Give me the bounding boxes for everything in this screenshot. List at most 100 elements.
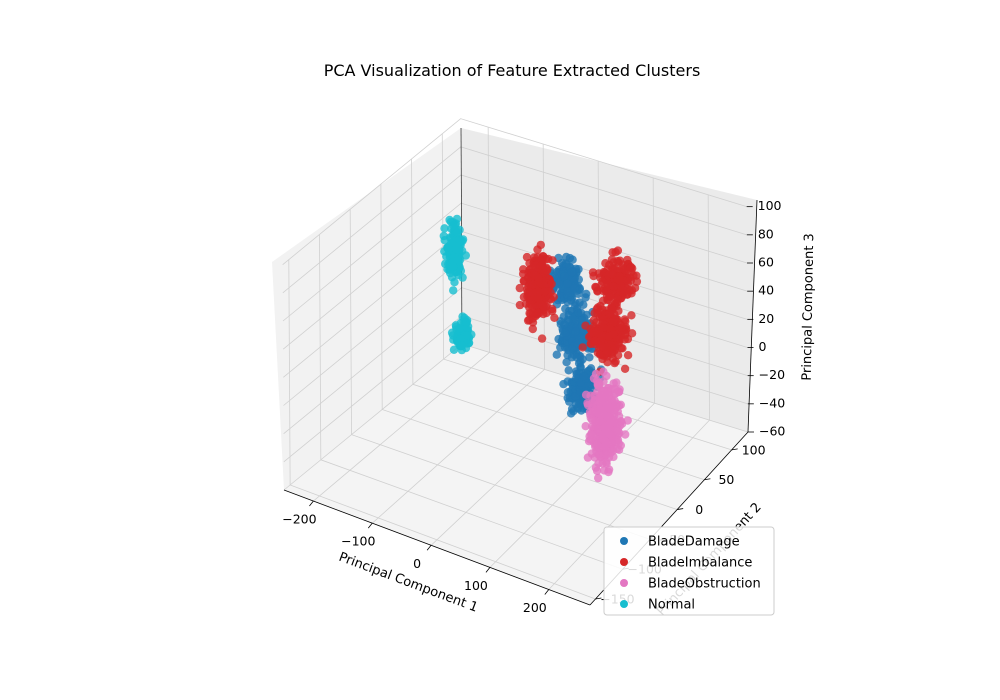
data-point (542, 266, 551, 275)
data-point (615, 335, 624, 344)
data-point (560, 272, 569, 281)
data-point (563, 350, 572, 360)
data-point (632, 277, 642, 286)
data-point (594, 269, 603, 278)
data-point (533, 293, 543, 302)
data-point (604, 346, 613, 356)
data-point (589, 316, 598, 325)
data-point (574, 359, 584, 368)
x-tick (367, 522, 373, 529)
data-point (525, 288, 534, 297)
data-point (559, 379, 568, 389)
data-point (596, 336, 605, 345)
y-tick (704, 478, 711, 481)
y-tick (595, 597, 602, 600)
legend: BladeDamage BladeImbalance BladeObstructio… (603, 526, 775, 616)
z-axis-line (747, 199, 758, 433)
data-point (456, 334, 465, 344)
z-tick-label: 40 (758, 283, 774, 298)
data-point (574, 308, 583, 317)
data-point (591, 327, 601, 336)
data-point (519, 276, 528, 286)
data-point (581, 293, 590, 302)
data-point (552, 350, 561, 359)
z-gridline (282, 118, 747, 265)
data-point (613, 294, 622, 304)
y-tick (731, 448, 738, 451)
x-tick-label: 0 (413, 556, 421, 571)
data-point (604, 392, 613, 401)
series-Normal (439, 214, 476, 355)
data-point (563, 279, 572, 288)
data-point (620, 286, 629, 296)
data-point (593, 379, 602, 389)
data-point (615, 276, 625, 285)
data-point (537, 334, 547, 343)
data-point (601, 437, 610, 446)
data-point (605, 309, 614, 318)
data-point (613, 407, 622, 416)
data-point (623, 351, 633, 360)
data-point (525, 299, 534, 308)
data-point (458, 273, 467, 282)
y-tick-label: 100 (742, 442, 766, 457)
x-tick (309, 500, 314, 507)
data-point (594, 473, 603, 483)
z-tick-label: −60 (759, 424, 785, 439)
data-point (548, 306, 557, 316)
data-point (540, 287, 549, 296)
y-tick-label: 0 (695, 502, 703, 517)
data-point (591, 417, 600, 426)
z-tick-label: −40 (759, 395, 785, 410)
data-point (627, 311, 636, 320)
data-point (607, 270, 617, 279)
data-point (458, 312, 467, 321)
data-point (457, 341, 466, 350)
data-point (579, 300, 588, 309)
z-tick-label: −20 (759, 367, 785, 382)
data-point (627, 267, 636, 276)
data-point (579, 372, 589, 381)
y-tick (677, 508, 684, 510)
data-point (603, 412, 612, 421)
data-point (561, 328, 570, 337)
legend-label: BladeObstruction (648, 577, 761, 592)
data-point (571, 327, 580, 336)
z-tick-label: 0 (759, 339, 767, 354)
x-axis-line (283, 489, 591, 606)
series-BladeObstruction (581, 367, 632, 483)
data-point (591, 463, 601, 472)
data-point (563, 388, 573, 397)
data-point (439, 231, 448, 241)
data-point (556, 320, 565, 329)
data-point (446, 268, 455, 278)
data-point (602, 457, 611, 467)
data-point (564, 366, 573, 375)
data-point (600, 466, 609, 475)
data-point (620, 364, 630, 373)
data-point (585, 353, 594, 362)
legend-marker (620, 579, 628, 587)
x-tick-label: 200 (523, 600, 547, 615)
data-point (627, 329, 637, 338)
data-point (609, 330, 618, 339)
data-point (441, 259, 450, 269)
legend-marker (620, 537, 628, 545)
data-point (566, 296, 576, 305)
data-point (451, 322, 461, 332)
data-point (451, 245, 461, 254)
z-tick-label: 80 (758, 226, 774, 241)
data-point (449, 286, 458, 295)
data-point (448, 258, 457, 267)
x-tick (544, 589, 550, 595)
data-point (609, 282, 618, 291)
data-point (612, 388, 621, 398)
data-point (536, 240, 545, 250)
series-BladeImbalance (515, 240, 642, 376)
data-point (610, 396, 619, 405)
data-point (611, 248, 620, 257)
data-point (534, 287, 543, 296)
data-point (581, 422, 590, 431)
data-point (567, 267, 576, 277)
data-point (515, 283, 524, 293)
